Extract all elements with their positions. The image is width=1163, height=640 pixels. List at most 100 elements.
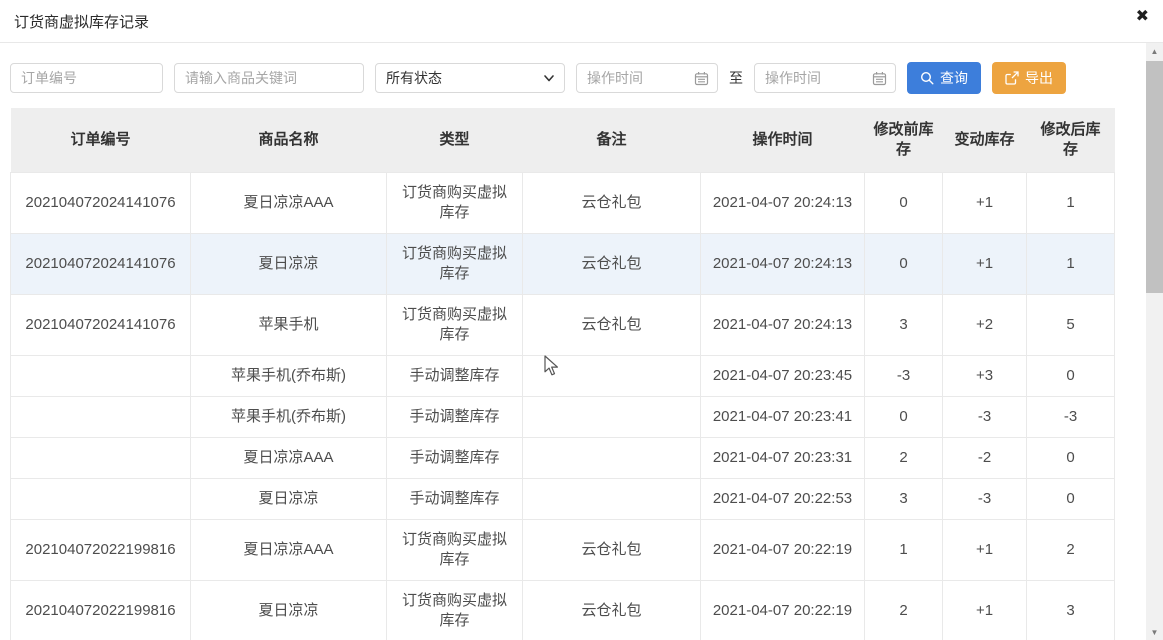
- calendar-icon: [694, 71, 709, 86]
- cell-after: 0: [1026, 355, 1115, 397]
- export-button-label: 导出: [1025, 70, 1053, 86]
- column-header-7: 修改后库存: [1026, 108, 1115, 173]
- cell-type: 订货商购买虚拟库存: [386, 519, 523, 581]
- cell-note: [522, 478, 701, 520]
- table-row: 夏日凉凉AAA 手动调整库存 2021-04-07 20:23:31 2 -2 0: [10, 437, 1115, 479]
- column-header-1: 商品名称: [190, 108, 387, 173]
- cell-note: [522, 396, 701, 438]
- table-row: 202104072022199816 夏日凉凉AAA 订货商购买虚拟库存 云仓礼包 20…: [10, 519, 1115, 581]
- cell-product: 苹果手机(乔布斯): [190, 355, 387, 397]
- cell-change: +1: [942, 172, 1027, 234]
- cell-before: 2: [864, 580, 943, 640]
- scrollbar-thumb[interactable]: [1146, 61, 1163, 293]
- keyword-input[interactable]: [174, 63, 364, 93]
- scroll-up-arrow[interactable]: ▲: [1150, 46, 1159, 56]
- cell-order_no: [10, 396, 191, 438]
- cell-time: 2021-04-07 20:24:13: [700, 233, 865, 295]
- status-select-value: 所有状态: [386, 70, 442, 86]
- table-row: 苹果手机(乔布斯) 手动调整库存 2021-04-07 20:23:41 0 -3 -3: [10, 396, 1115, 438]
- cell-type: 订货商购买虚拟库存: [386, 172, 523, 234]
- table-row: 苹果手机(乔布斯) 手动调整库存 2021-04-07 20:23:45 -3 +3 0: [10, 355, 1115, 397]
- cell-before: 0: [864, 233, 943, 295]
- cell-change: -2: [942, 437, 1027, 479]
- cell-type: 手动调整库存: [386, 478, 523, 520]
- vertical-scrollbar[interactable]: ▲ ▼: [1146, 43, 1163, 640]
- cell-before: 0: [864, 172, 943, 234]
- cell-note: 云仓礼包: [522, 294, 701, 356]
- cell-before: -3: [864, 355, 943, 397]
- cell-change: -3: [942, 478, 1027, 520]
- cell-note: 云仓礼包: [522, 172, 701, 234]
- cell-after: 0: [1026, 478, 1115, 520]
- cell-time: 2021-04-07 20:22:53: [700, 478, 865, 520]
- cell-change: +1: [942, 233, 1027, 295]
- cell-before: 2: [864, 437, 943, 479]
- cell-product: 夏日凉凉AAA: [190, 519, 387, 581]
- cell-order_no: [10, 478, 191, 520]
- table-row: 202104072024141076 夏日凉凉AAA 订货商购买虚拟库存 云仓礼包 20…: [10, 172, 1115, 234]
- cell-before: 0: [864, 396, 943, 438]
- search-icon: [920, 71, 934, 85]
- cell-type: 订货商购买虚拟库存: [386, 233, 523, 295]
- cell-order_no: [10, 355, 191, 397]
- chevron-down-icon: [543, 72, 555, 84]
- cell-before: 1: [864, 519, 943, 581]
- cell-after: 3: [1026, 580, 1115, 640]
- cell-change: +2: [942, 294, 1027, 356]
- cell-product: 夏日凉凉AAA: [190, 437, 387, 479]
- cell-order_no: 202104072024141076: [10, 294, 191, 356]
- export-icon: [1005, 71, 1019, 85]
- cell-type: 手动调整库存: [386, 396, 523, 438]
- modal-title: 订货商虚拟库存记录: [14, 13, 150, 31]
- cell-after: 1: [1026, 172, 1115, 234]
- cell-product: 夏日凉凉: [190, 478, 387, 520]
- cell-type: 手动调整库存: [386, 437, 523, 479]
- cell-change: +1: [942, 519, 1027, 581]
- filter-bar: 所有状态 操作时间 至 操作时间: [10, 62, 1163, 94]
- cell-time: 2021-04-07 20:23:45: [700, 355, 865, 397]
- modal-titlebar: 订货商虚拟库存记录 ✖: [0, 0, 1163, 43]
- cell-type: 手动调整库存: [386, 355, 523, 397]
- cell-order_no: 202104072024141076: [10, 172, 191, 234]
- cell-note: 云仓礼包: [522, 519, 701, 581]
- table-row: 202104072024141076 苹果手机 订货商购买虚拟库存 云仓礼包 2021-…: [10, 294, 1115, 356]
- export-button[interactable]: 导出: [992, 62, 1066, 94]
- cell-before: 3: [864, 478, 943, 520]
- cell-type: 订货商购买虚拟库存: [386, 294, 523, 356]
- cell-time: 2021-04-07 20:22:19: [700, 519, 865, 581]
- cell-time: 2021-04-07 20:24:13: [700, 294, 865, 356]
- order-no-input[interactable]: [10, 63, 163, 93]
- cell-note: [522, 437, 701, 479]
- table-row: 夏日凉凉 手动调整库存 2021-04-07 20:22:53 3 -3 0: [10, 478, 1115, 520]
- end-time-input[interactable]: 操作时间: [754, 63, 896, 93]
- cell-product: 苹果手机(乔布斯): [190, 396, 387, 438]
- cell-type: 订货商购买虚拟库存: [386, 580, 523, 640]
- cell-after: 5: [1026, 294, 1115, 356]
- cell-time: 2021-04-07 20:24:13: [700, 172, 865, 234]
- column-header-6: 变动库存: [942, 108, 1027, 173]
- status-select[interactable]: 所有状态: [375, 63, 565, 93]
- table-row: 202104072022199816 夏日凉凉 订货商购买虚拟库存 云仓礼包 2021-…: [10, 580, 1115, 640]
- cell-change: +1: [942, 580, 1027, 640]
- cell-change: +3: [942, 355, 1027, 397]
- cell-order_no: 202104072022199816: [10, 519, 191, 581]
- calendar-icon: [872, 71, 887, 86]
- range-separator-label: 至: [729, 70, 743, 86]
- scroll-down-arrow[interactable]: ▼: [1150, 627, 1159, 637]
- search-button-label: 查询: [940, 70, 968, 86]
- column-header-3: 备注: [522, 108, 701, 173]
- cell-note: 云仓礼包: [522, 233, 701, 295]
- cell-after: 0: [1026, 437, 1115, 479]
- cell-note: [522, 355, 701, 397]
- cell-before: 3: [864, 294, 943, 356]
- cell-time: 2021-04-07 20:22:19: [700, 580, 865, 640]
- column-header-0: 订单编号: [10, 108, 191, 173]
- start-time-input[interactable]: 操作时间: [576, 63, 718, 93]
- close-icon[interactable]: ✖: [1135, 8, 1149, 25]
- inventory-records-table: 订单编号 商品名称 类型 备注 操作时间 修改前库存 变动库存 修改后库存 202104072…: [10, 108, 1115, 640]
- end-time-placeholder: 操作时间: [765, 70, 821, 86]
- cell-product: 夏日凉凉: [190, 580, 387, 640]
- search-button[interactable]: 查询: [907, 62, 981, 94]
- cell-time: 2021-04-07 20:23:41: [700, 396, 865, 438]
